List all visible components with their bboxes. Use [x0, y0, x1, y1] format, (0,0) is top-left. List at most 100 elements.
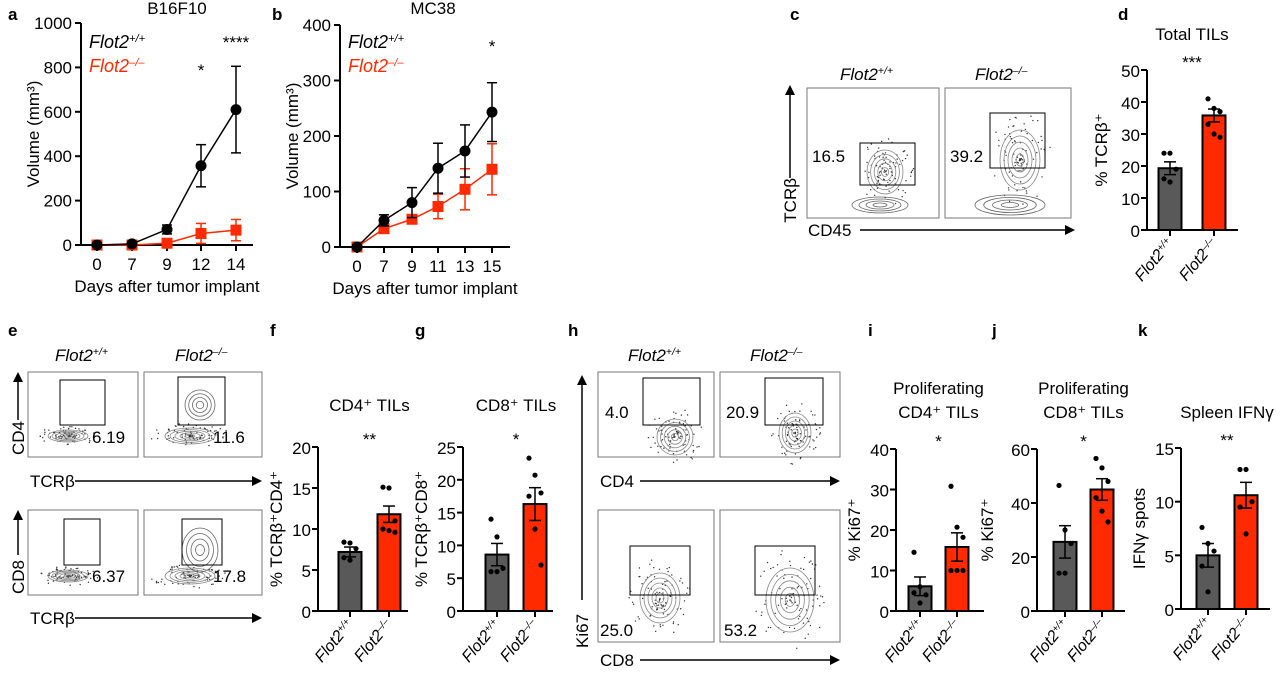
- event-dot: [658, 600, 661, 602]
- data-point: [1199, 563, 1205, 569]
- arrowhead-icon: [830, 655, 840, 665]
- contour-line: [1000, 202, 1020, 208]
- event-dot: [789, 560, 791, 563]
- event-dot: [62, 576, 64, 578]
- contour-line: [780, 586, 801, 614]
- event-dot: [786, 600, 788, 602]
- plot-frame: [597, 371, 715, 458]
- contour-line: [656, 418, 694, 456]
- event-dot: [221, 577, 224, 580]
- contour-line: [974, 194, 1046, 216]
- event-dot: [880, 140, 883, 143]
- event-dot: [684, 443, 686, 446]
- x-tick-label-ko: Flot2–/–: [1208, 614, 1253, 663]
- event-dot: [823, 601, 825, 604]
- y-tick-label: 50: [1121, 62, 1140, 81]
- gate-percentage: 39.2: [950, 147, 983, 166]
- event-dot: [809, 446, 811, 448]
- event-dot: [1031, 139, 1034, 142]
- event-dot: [683, 600, 686, 602]
- data-point: [488, 516, 494, 522]
- event-dot: [60, 428, 62, 430]
- event-dot: [796, 647, 798, 649]
- event-dot: [909, 175, 912, 177]
- event-dot: [680, 435, 682, 438]
- event-dot: [685, 454, 688, 456]
- event-dot: [794, 433, 797, 435]
- event-dot: [215, 434, 217, 436]
- x-tick-label: 12: [192, 255, 211, 274]
- event-dot: [653, 567, 655, 569]
- axis-label: CD45: [808, 221, 851, 240]
- event-dot: [783, 577, 785, 580]
- event-dot: [884, 161, 887, 164]
- gate: [754, 545, 816, 596]
- bar-group-wt: [337, 539, 363, 613]
- gate: [629, 545, 691, 596]
- event-dot: [791, 576, 793, 578]
- event-dot: [167, 435, 169, 437]
- event-dot: [1020, 130, 1023, 132]
- event-dot: [796, 604, 798, 607]
- event-dot: [814, 414, 816, 416]
- data-point: [351, 241, 363, 253]
- x-tick-label-wt: Flot2+/+: [1170, 614, 1216, 664]
- data-point: [432, 162, 444, 174]
- event-dot: [776, 564, 779, 566]
- event-dot: [52, 580, 55, 582]
- event-dot: [798, 419, 801, 421]
- contour-line: [999, 129, 1041, 191]
- bar-chart-j: Flot2+/+Flot2–/– 0 20 40 60 % Ki67⁺ Proliferat…: [978, 379, 1129, 666]
- contour-line: [639, 572, 681, 624]
- event-dot: [790, 596, 793, 599]
- event-dot: [211, 569, 214, 571]
- event-dot: [43, 440, 45, 442]
- event-dot: [678, 421, 681, 423]
- event-dot: [668, 420, 670, 422]
- event-dot: [66, 575, 69, 577]
- axis-label: CD4: [600, 472, 634, 491]
- event-dot: [657, 604, 660, 606]
- contour-line: [660, 422, 690, 452]
- event-dot: [791, 588, 793, 590]
- genotype-base: Flot2: [975, 65, 1013, 84]
- event-dot: [209, 578, 211, 581]
- event-dot: [665, 436, 667, 438]
- event-dot: [225, 429, 227, 432]
- y-tick-label: 0: [63, 236, 72, 255]
- event-dot: [810, 410, 812, 413]
- flow-plot-e-cd8-wt: 6.37: [27, 509, 139, 596]
- genotype-superscript: +/+: [666, 346, 681, 358]
- data-point: [960, 567, 966, 574]
- event-dot: [674, 428, 677, 430]
- series-line: [356, 111, 493, 248]
- event-dot: [877, 180, 880, 182]
- data-point: [494, 569, 500, 575]
- event-dot: [76, 575, 79, 577]
- event-dot: [78, 575, 80, 577]
- event-dot: [877, 176, 879, 179]
- event-dot: [183, 576, 185, 579]
- event-dot: [178, 423, 180, 425]
- event-dot: [774, 612, 776, 615]
- event-dot: [808, 436, 810, 438]
- data-point: [1161, 150, 1167, 156]
- axis-label: TCRβ: [30, 609, 75, 628]
- genotype-superscript: +/+: [93, 346, 108, 358]
- event-dot: [804, 637, 806, 640]
- y-tick-label: 15: [437, 505, 456, 524]
- panel-label-d: d: [1118, 5, 1128, 24]
- event-dot: [75, 567, 77, 570]
- event-dot: [912, 168, 915, 170]
- significance-label: *: [489, 37, 496, 56]
- y-axis-label: % TCRβ⁺CD8⁺: [412, 471, 431, 587]
- y-tick-label: 10: [1155, 494, 1174, 513]
- event-dot: [821, 596, 824, 598]
- data-point: [1068, 540, 1074, 547]
- bar-group-wt: [1195, 524, 1221, 610]
- event-dot: [211, 426, 213, 428]
- bar-group-ko: [376, 484, 402, 612]
- event-dot: [668, 436, 670, 438]
- event-dot: [164, 583, 166, 586]
- event-dot: [174, 425, 177, 427]
